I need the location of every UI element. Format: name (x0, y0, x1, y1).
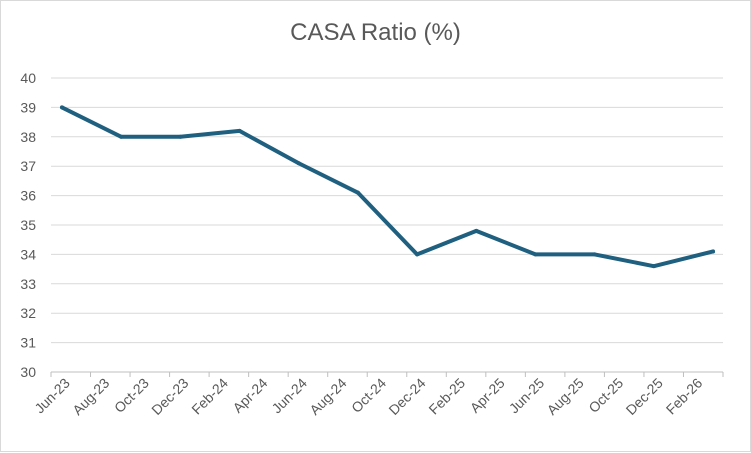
x-tick-label: Oct-23 (111, 375, 152, 416)
x-tick-label: Oct-24 (348, 375, 389, 416)
y-tick-label: 38 (20, 129, 36, 145)
y-tick-label: 32 (20, 305, 36, 321)
x-tick-label: Aug-25 (544, 375, 587, 418)
y-tick-label: 40 (20, 70, 36, 86)
data-point (711, 249, 715, 254)
y-tick-label: 36 (20, 188, 36, 204)
data-point (355, 190, 360, 195)
data-point (533, 252, 538, 257)
y-tick-label: 37 (20, 158, 36, 174)
x-tick-label: Apr-25 (467, 375, 508, 416)
x-tick-label: Dec-24 (385, 375, 428, 418)
x-tick-label: Dec-25 (623, 375, 666, 418)
x-tick-label: Feb-25 (425, 375, 468, 418)
x-tick-label: Jun-23 (31, 375, 73, 417)
data-point (119, 134, 124, 139)
x-tick-label: Jun-24 (268, 375, 310, 417)
x-tick-label: Aug-23 (69, 375, 112, 418)
data-point (415, 252, 420, 257)
data-point (296, 161, 301, 166)
y-tick-label: 30 (20, 364, 36, 380)
data-point (178, 134, 183, 139)
x-tick-label: Dec-23 (148, 375, 191, 418)
x-tick-label: Aug-24 (306, 375, 349, 418)
x-tick-label: Feb-24 (188, 375, 231, 418)
y-tick-label: 35 (20, 217, 36, 233)
data-point (651, 264, 656, 269)
x-tick-label: Apr-24 (229, 375, 270, 416)
y-tick-label: 33 (20, 276, 36, 292)
chart-title: CASA Ratio (%) (290, 19, 461, 46)
series-line (60, 105, 715, 269)
x-tick-label: Jun-25 (506, 375, 548, 417)
x-tick-label: Oct-25 (585, 375, 626, 416)
data-point (237, 128, 242, 133)
data-point (60, 105, 64, 110)
x-tick-label: Feb-26 (663, 375, 706, 418)
data-point (592, 252, 597, 257)
y-tick-label: 34 (20, 246, 36, 262)
y-tick-label: 39 (20, 99, 36, 115)
y-tick-label: 31 (20, 335, 36, 351)
data-point (474, 228, 479, 233)
